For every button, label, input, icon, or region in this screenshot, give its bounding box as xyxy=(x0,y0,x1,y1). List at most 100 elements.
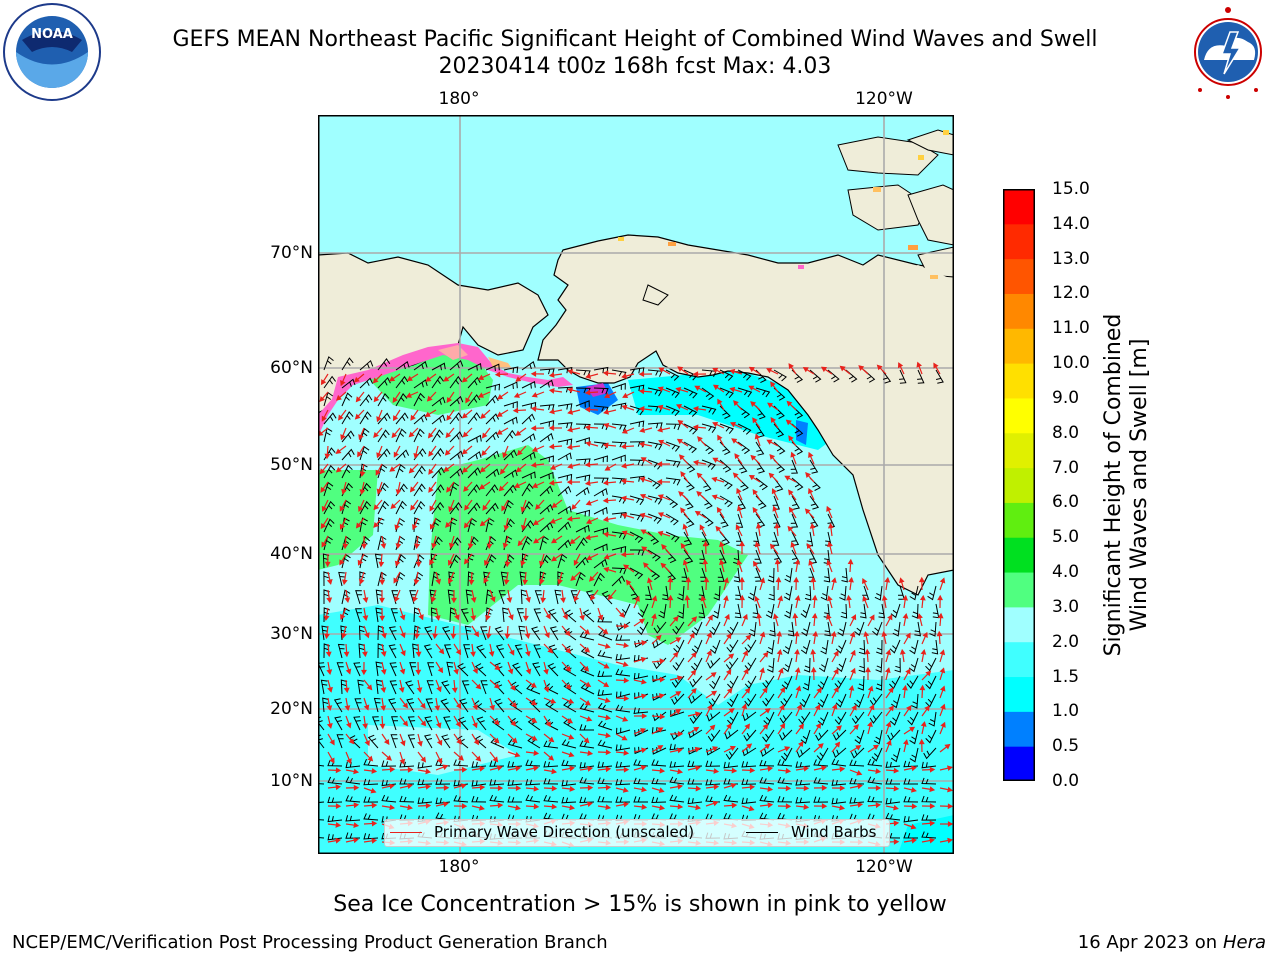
lat-label-50n: 50°N xyxy=(270,455,313,475)
wave-arrowhead xyxy=(655,634,662,641)
colorbar-cell xyxy=(1003,363,1035,399)
wave-arrowhead xyxy=(692,424,699,431)
wind-barb xyxy=(925,693,937,708)
wave-arrowhead xyxy=(919,684,926,691)
wave-arrowhead xyxy=(583,737,590,744)
wind-barb xyxy=(851,711,865,725)
wave-arrowhead xyxy=(814,704,821,711)
wind-barb xyxy=(813,759,829,767)
wave-arrowhead xyxy=(531,446,538,452)
wave-arrowhead xyxy=(364,740,370,747)
wind-barb xyxy=(831,758,847,767)
wind-barb xyxy=(815,729,829,742)
wave-arrowhead xyxy=(746,743,753,750)
wave-arrowhead xyxy=(623,642,630,649)
wave-arrowhead xyxy=(420,702,426,709)
wave-arrowhead xyxy=(389,783,395,790)
wind-barb xyxy=(783,585,793,601)
wave-arrowhead xyxy=(410,414,416,421)
wind-barb xyxy=(345,832,361,839)
wind-barb xyxy=(519,571,527,587)
wave-arrowhead xyxy=(472,704,478,711)
wind-barb xyxy=(409,662,417,677)
wave-arrowhead xyxy=(884,576,891,583)
wave-arrowhead xyxy=(530,682,537,688)
wind-barb xyxy=(545,700,559,713)
wave-arrowhead xyxy=(399,668,406,675)
wind-barb xyxy=(871,747,883,762)
wave-arrowhead xyxy=(732,472,739,479)
wave-arrowhead xyxy=(857,801,864,808)
wave-arrowhead xyxy=(790,451,796,458)
wind-barb xyxy=(801,621,811,637)
wave-arrowhead xyxy=(490,596,496,603)
footer-date: 16 Apr 2023 on Hera xyxy=(1077,932,1266,953)
wind-barb xyxy=(395,360,410,371)
wind-barb xyxy=(424,626,433,641)
wind-barb xyxy=(921,831,937,839)
wave-arrowhead xyxy=(513,392,520,398)
wave-arrowhead xyxy=(794,667,801,673)
wind-barb xyxy=(525,778,541,786)
wind-barb xyxy=(804,585,812,601)
wave-arrowhead xyxy=(777,595,783,602)
wind-barb xyxy=(340,625,347,641)
wave-arrowhead xyxy=(326,669,333,676)
wave-arrowhead xyxy=(389,804,396,811)
map-frame xyxy=(318,115,954,854)
wave-arrowhead xyxy=(585,373,592,379)
wave-arrowhead xyxy=(717,398,723,405)
wave-arrowhead xyxy=(406,783,413,789)
wind-barb xyxy=(840,603,848,619)
wave-arrowhead xyxy=(354,413,361,420)
wave-arrowhead xyxy=(486,543,493,550)
wave-arrowhead xyxy=(684,594,691,601)
wave-arrowhead xyxy=(641,747,647,754)
wave-arrowhead xyxy=(604,697,611,703)
wind-barb xyxy=(869,711,883,724)
wind-barb xyxy=(683,531,693,546)
colorbar-tick-label: 5.0 xyxy=(1052,527,1080,548)
wave-arrowhead xyxy=(940,703,946,710)
wave-arrowhead xyxy=(703,576,710,583)
wave-arrowhead xyxy=(496,429,503,435)
wind-barb xyxy=(375,661,383,677)
colorbar-cell xyxy=(1003,746,1035,781)
wave-arrowhead xyxy=(566,444,573,450)
wave-arrowhead xyxy=(444,449,451,456)
wave-arrowhead xyxy=(408,467,415,474)
wave-arrowhead xyxy=(621,512,628,519)
wind-barb xyxy=(409,590,417,605)
wave-arrowhead xyxy=(400,632,406,639)
wind-barb xyxy=(795,779,811,786)
wave-arrowhead xyxy=(341,632,347,639)
wave-arrowhead xyxy=(415,561,422,568)
wave-arrowhead xyxy=(535,503,541,510)
wind-barb xyxy=(467,434,482,443)
wave-arrowhead xyxy=(470,615,477,622)
wave-arrowhead xyxy=(335,837,342,844)
wave-arrowhead xyxy=(905,632,911,639)
wave-arrowhead xyxy=(565,665,572,672)
wave-arrowhead xyxy=(497,394,504,400)
wave-arrowhead xyxy=(569,786,576,792)
wave-arrowhead xyxy=(569,804,576,811)
wind-barb xyxy=(665,513,679,526)
wind-barb xyxy=(563,700,577,713)
wind-barb xyxy=(539,471,554,480)
wave-arrowhead xyxy=(409,486,416,493)
wind-barb xyxy=(525,759,541,767)
wind-barb xyxy=(341,430,355,443)
wind-barb xyxy=(359,377,374,389)
wave-arrowhead xyxy=(446,414,452,421)
wind-barbs xyxy=(318,356,944,841)
wind-barb xyxy=(521,360,536,371)
wave-arrowhead xyxy=(520,524,527,531)
wind-barb xyxy=(867,776,883,785)
wave-arrowhead xyxy=(640,765,647,771)
wave-arrowhead xyxy=(717,434,723,441)
wind-barb xyxy=(857,675,865,691)
wave-arrowhead xyxy=(343,687,350,694)
wind-barb xyxy=(719,495,733,508)
wave-arrowhead xyxy=(646,577,653,584)
